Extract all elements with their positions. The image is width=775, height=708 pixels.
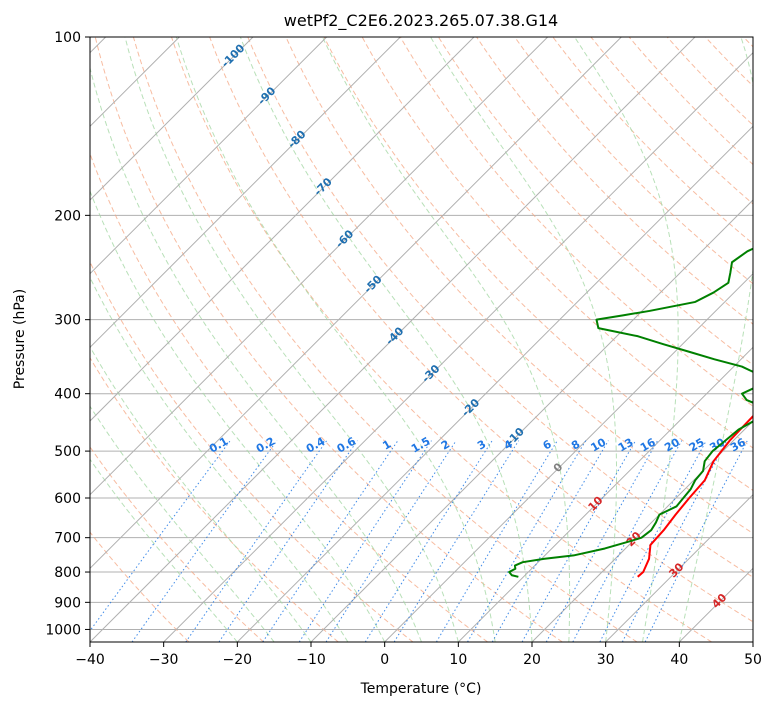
dry-adiabat (438, 37, 753, 366)
dewpoint-profile-line (508, 247, 753, 578)
dry-adiabat (514, 37, 753, 285)
mixing-ratio-line (644, 440, 748, 642)
isotherm (90, 37, 401, 349)
mixing-ratio-line (545, 440, 659, 642)
y-tick-label: 400 (54, 387, 81, 403)
temperature-profile-line (637, 414, 753, 578)
mixing-ratio-line (131, 440, 278, 642)
moist-adiabat (430, 37, 618, 642)
dry-adiabat (361, 37, 753, 449)
moist-adiabat (90, 405, 275, 642)
x-tick-label: −40 (75, 652, 105, 668)
moist-adiabat (90, 66, 422, 642)
y-tick-label: 200 (54, 208, 81, 224)
x-tick-label: 40 (670, 652, 688, 668)
isotherm (457, 346, 753, 642)
isotherm (90, 37, 475, 422)
y-tick-label: 800 (54, 565, 81, 581)
y-tick-label: 500 (54, 444, 81, 460)
isotherm (90, 37, 622, 570)
isotherm (90, 37, 696, 642)
dry-adiabat (285, 37, 753, 535)
x-tick-label: −20 (223, 652, 253, 668)
chart-title: wetPf2_C2E6.2023.265.07.38.G14 (284, 11, 558, 31)
dry-adiabat (323, 37, 753, 491)
moist-adiabat (239, 37, 533, 642)
x-axis-ticks: −40 −30 −20 −10 0 10 20 30 40 50 (75, 642, 762, 668)
y-tick-label: 100 (54, 30, 81, 46)
moist-adiabat (175, 37, 496, 642)
isotherm (90, 37, 328, 275)
profiles (508, 247, 753, 578)
moist-adiabat (90, 276, 349, 642)
skewed-isotherms (90, 37, 753, 642)
isotherm (236, 125, 753, 642)
mixing-ratio-line (435, 440, 558, 642)
isotherm (163, 51, 753, 642)
x-tick-label: −10 (296, 652, 326, 668)
mixing-ratio-line (185, 440, 328, 642)
mixing-ratio-line (364, 440, 493, 642)
isotherm (90, 37, 549, 496)
y-axis-ticks: 100 200 300 400 500 600 700 800 900 1000 (45, 30, 90, 638)
dry-adiabats (90, 37, 753, 642)
y-tick-label: 700 (54, 531, 81, 547)
dry-adiabat (90, 356, 339, 642)
dry-adiabat (90, 446, 264, 642)
moist-adiabat (574, 37, 679, 642)
mixing-ratio-line (218, 440, 358, 642)
mixing-ratio-line (325, 440, 457, 642)
isotherm (605, 493, 753, 642)
x-tick-label: 0 (380, 652, 389, 668)
plot-area: -100-90-80-70-60-50-40-30-20-10010203040… (90, 37, 753, 642)
y-tick-label: 600 (54, 491, 81, 507)
dry-adiabat (132, 37, 638, 642)
isotherm (384, 272, 753, 642)
mixing-ratio-line (521, 440, 637, 642)
dry-adiabat (247, 37, 753, 578)
dry-adiabat (94, 37, 563, 642)
x-axis-label: Temperature (°C) (360, 681, 482, 697)
dry-adiabat (209, 37, 753, 623)
mixing-ratio-line (90, 440, 231, 632)
x-tick-label: 30 (597, 652, 615, 668)
moist-adiabat (90, 458, 238, 642)
x-tick-label: 20 (523, 652, 541, 668)
isotherm (310, 199, 753, 642)
moist-adiabats (90, 37, 753, 642)
y-tick-label: 900 (54, 595, 81, 611)
moist-adiabat (90, 189, 386, 642)
plot-frame (89, 36, 754, 643)
mixing-ratio-line (262, 440, 399, 642)
mixing-ratio-line (467, 440, 587, 642)
isotherm (90, 37, 254, 201)
dry-adiabat (399, 37, 753, 407)
moist-adiabat (678, 37, 753, 642)
mixing-ratio-line (393, 440, 520, 642)
mixing-ratio-line (572, 440, 683, 642)
moist-adiabat (124, 37, 459, 642)
mixing-ratio-lines (90, 440, 748, 642)
y-tick-label: 300 (54, 313, 81, 329)
y-axis-label: Pressure (hPa) (12, 289, 28, 389)
y-tick-label: 1000 (45, 622, 81, 638)
dry-adiabat (90, 152, 488, 642)
x-tick-label: −30 (149, 652, 179, 668)
moist-adiabat (322, 37, 571, 642)
x-tick-label: 50 (744, 652, 762, 668)
x-tick-label: 10 (449, 652, 467, 668)
dry-adiabat (171, 37, 713, 642)
dry-adiabat (90, 531, 190, 642)
mixing-ratio-line (298, 440, 432, 642)
